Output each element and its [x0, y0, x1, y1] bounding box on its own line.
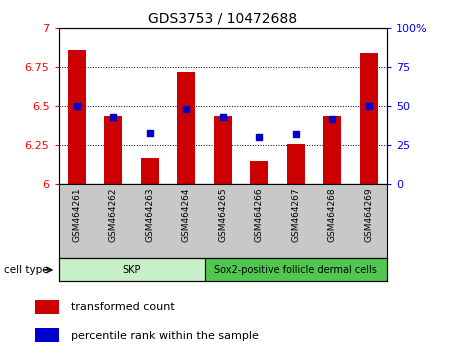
Text: GSM464269: GSM464269 — [364, 188, 373, 242]
Text: GSM464268: GSM464268 — [328, 188, 337, 242]
Text: GSM464266: GSM464266 — [255, 188, 264, 242]
Text: GSM464261: GSM464261 — [72, 188, 81, 242]
Bar — [250, 161, 268, 184]
Point — [292, 131, 299, 137]
Point — [73, 103, 81, 109]
Point — [183, 107, 190, 112]
Text: Sox2-positive follicle dermal cells: Sox2-positive follicle dermal cells — [214, 265, 377, 275]
Text: GSM464265: GSM464265 — [218, 188, 227, 242]
Bar — [35, 328, 59, 342]
Bar — [214, 115, 232, 184]
Point — [219, 114, 226, 120]
Bar — [177, 72, 195, 184]
Text: GSM464263: GSM464263 — [145, 188, 154, 242]
Bar — [35, 300, 59, 314]
Bar — [104, 115, 122, 184]
Text: SKP: SKP — [122, 265, 141, 275]
Text: GSM464264: GSM464264 — [182, 188, 191, 242]
Text: transformed count: transformed count — [71, 302, 175, 312]
Point — [256, 135, 263, 140]
Bar — [140, 158, 159, 184]
Bar — [287, 144, 305, 184]
Bar — [323, 115, 342, 184]
Point — [328, 116, 336, 121]
Point — [365, 103, 372, 109]
Bar — [58, 258, 204, 281]
Point — [146, 130, 153, 136]
Text: cell type: cell type — [4, 265, 49, 275]
Text: GSM464262: GSM464262 — [109, 188, 118, 242]
Bar — [204, 258, 387, 281]
Bar — [360, 53, 378, 184]
Point — [110, 114, 117, 120]
Text: percentile rank within the sample: percentile rank within the sample — [71, 331, 259, 341]
Bar — [68, 50, 86, 184]
Title: GDS3753 / 10472688: GDS3753 / 10472688 — [148, 12, 297, 26]
Text: GSM464267: GSM464267 — [291, 188, 300, 242]
